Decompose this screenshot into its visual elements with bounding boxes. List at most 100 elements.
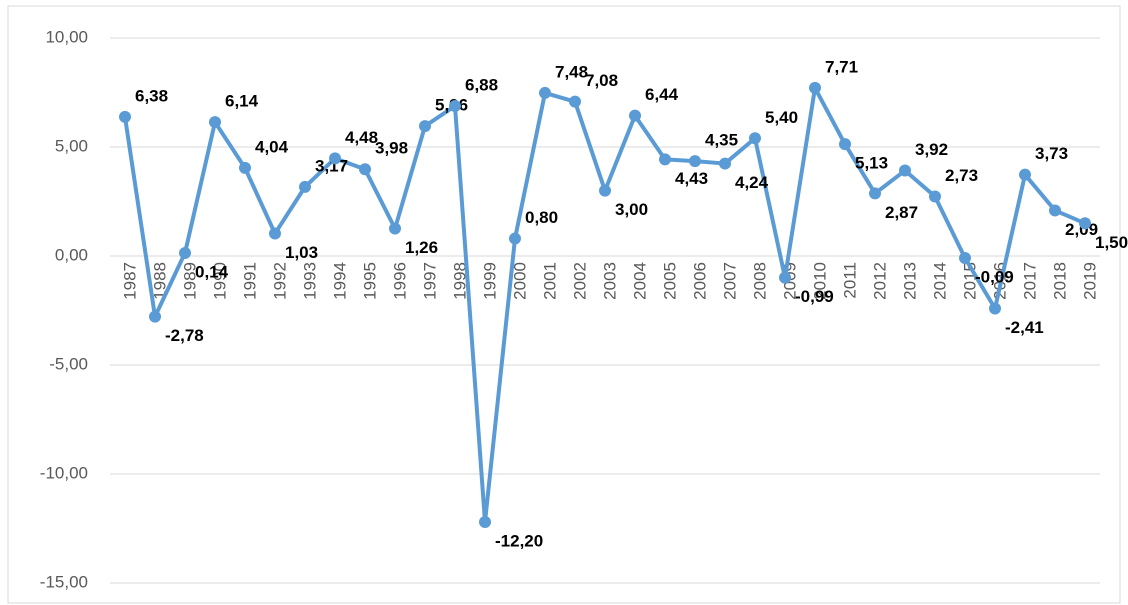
data-label: -0,99 — [795, 287, 834, 306]
data-label: 0,80 — [525, 208, 558, 227]
marker — [659, 153, 671, 166]
x-tick-label: 2002 — [570, 262, 589, 300]
marker — [539, 86, 551, 99]
x-tick-label: 1987 — [120, 262, 139, 300]
data-label: 7,08 — [585, 71, 618, 90]
y-tick-label: 0,00 — [55, 245, 88, 264]
marker — [419, 120, 431, 133]
marker — [689, 155, 701, 168]
marker — [569, 95, 581, 108]
data-label: 6,44 — [645, 85, 679, 104]
data-label: 4,43 — [675, 169, 708, 188]
data-label: 2,73 — [945, 166, 978, 185]
marker — [749, 132, 761, 145]
data-label: 0,14 — [195, 262, 229, 281]
data-label: 3,98 — [375, 139, 408, 158]
y-tick-label: 10,00 — [45, 27, 88, 46]
marker — [449, 100, 461, 113]
data-label: 4,24 — [735, 173, 769, 192]
marker — [509, 232, 521, 245]
data-label: 7,71 — [825, 57, 858, 76]
chart-border — [7, 5, 1121, 604]
x-tick-label: 1992 — [270, 262, 289, 300]
x-tick-label: 1999 — [480, 262, 499, 300]
marker — [839, 138, 851, 151]
data-label: -0,09 — [975, 267, 1014, 286]
marker — [1079, 217, 1091, 230]
data-label: 6,38 — [135, 86, 168, 105]
data-label: 7,48 — [555, 62, 588, 81]
data-label: 3,92 — [915, 140, 948, 159]
marker — [629, 109, 641, 122]
data-label: 1,50 — [1095, 233, 1128, 252]
x-tick-label: 2003 — [600, 262, 619, 300]
marker — [869, 187, 881, 200]
marker — [599, 184, 611, 197]
x-tick-label: 2000 — [510, 262, 529, 300]
marker — [1049, 204, 1061, 217]
x-tick-label: 1990 — [210, 262, 229, 300]
data-label: -2,41 — [1005, 318, 1044, 337]
x-tick-label: 2013 — [900, 262, 919, 300]
x-tick-label: 2006 — [690, 262, 709, 300]
x-tick-label: 2018 — [1050, 262, 1069, 300]
data-label: 4,35 — [705, 131, 738, 150]
marker — [1019, 168, 1031, 181]
x-tick-label: 2010 — [810, 262, 829, 300]
data-label: 1,26 — [405, 238, 438, 257]
x-tick-label: 2017 — [1020, 262, 1039, 300]
marker — [389, 222, 401, 235]
x-tick-label: 1996 — [390, 262, 409, 300]
marker — [359, 163, 371, 176]
x-tick-label: 2014 — [930, 262, 949, 300]
marker — [779, 271, 791, 284]
y-tick-label: -15,00 — [40, 572, 88, 591]
x-tick-label: 2019 — [1080, 262, 1099, 300]
x-tick-label: 1994 — [330, 262, 349, 300]
data-label: -2,78 — [165, 326, 204, 345]
x-tick-label: 2007 — [720, 262, 739, 300]
data-label: 6,88 — [465, 76, 498, 95]
x-tick-label: 1989 — [180, 262, 199, 300]
x-tick-label: 1988 — [150, 262, 169, 300]
marker — [329, 152, 341, 165]
data-label: 2,87 — [885, 203, 918, 222]
marker — [269, 227, 281, 240]
x-tick-label: 1998 — [450, 262, 469, 300]
marker — [989, 302, 1001, 315]
x-tick-label: 1993 — [300, 262, 319, 300]
y-tick-label: -5,00 — [49, 354, 88, 373]
y-tick-label: 5,00 — [55, 136, 88, 155]
data-label: 3,00 — [615, 200, 648, 219]
marker — [899, 164, 911, 177]
marker — [179, 246, 191, 259]
x-tick-label: 1997 — [420, 262, 439, 300]
marker — [119, 110, 131, 123]
data-label: 6,14 — [225, 92, 259, 111]
x-tick-label: 2008 — [750, 262, 769, 300]
data-label: 3,73 — [1035, 144, 1068, 163]
data-label: 5,40 — [765, 108, 798, 127]
x-tick-label: 2005 — [660, 262, 679, 300]
marker — [209, 116, 221, 129]
marker — [239, 161, 251, 174]
x-tick-label: 2004 — [630, 262, 649, 300]
marker — [959, 251, 971, 264]
marker — [299, 180, 311, 193]
data-label: -12,20 — [495, 531, 543, 550]
marker — [929, 190, 941, 203]
data-label: 1,03 — [285, 243, 318, 262]
x-tick-label: 2001 — [540, 262, 559, 300]
data-label: 4,04 — [255, 137, 289, 156]
marker — [809, 81, 821, 94]
y-tick-label: -10,00 — [40, 463, 88, 482]
marker — [719, 157, 731, 170]
data-label: 5,13 — [855, 154, 888, 173]
data-label: 4,48 — [345, 128, 378, 147]
marker — [149, 310, 161, 323]
x-tick-label: 1991 — [240, 262, 259, 300]
x-tick-label: 1995 — [360, 262, 379, 300]
x-tick-label: 2011 — [840, 262, 859, 299]
marker — [479, 515, 491, 528]
